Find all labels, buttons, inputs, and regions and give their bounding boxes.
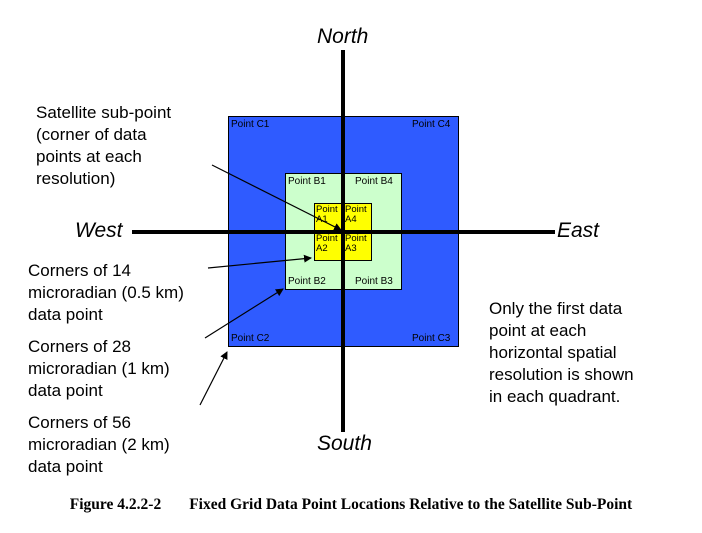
annotation-corners-56-line: microradian (2 km)	[28, 435, 170, 454]
annotation-corners-56-line: data point	[28, 457, 103, 476]
point-a1-line2: A1	[316, 214, 328, 225]
annotation-corners-28: Corners of 28 microradian (1 km) data po…	[28, 336, 170, 402]
annotation-corners-28-line: microradian (1 km)	[28, 359, 170, 378]
annotation-corners-28-line: data point	[28, 381, 103, 400]
annotation-corners-28-line: Corners of 28	[28, 337, 131, 356]
annotation-corners-14-line: data point	[28, 305, 103, 324]
annotation-subpoint: Satellite sub-point (corner of data poin…	[36, 102, 171, 190]
direction-south: South	[317, 432, 372, 455]
label-point-c4: Point C4	[412, 119, 451, 130]
annotation-subpoint-line: points at each	[36, 147, 142, 166]
label-point-b3: Point B3	[355, 276, 393, 287]
label-point-b2: Point B2	[288, 276, 326, 287]
corners-56-arrow	[199, 351, 228, 406]
label-point-c3: Point C3	[412, 333, 451, 344]
point-a1-line1: Point	[316, 204, 338, 215]
annotation-subpoint-line: Satellite sub-point	[36, 103, 172, 122]
annotation-corners-14-line: microradian (0.5 km)	[28, 283, 184, 302]
corners-28-arrow	[204, 288, 284, 339]
point-a2-line2: A2	[316, 243, 328, 254]
annotation-subpoint-line: resolution)	[36, 169, 116, 188]
annotation-only-first-line: point at each	[489, 321, 587, 340]
point-a4-line2: A4	[345, 214, 357, 225]
annotation-only-first-line: resolution is shown	[489, 365, 634, 384]
figure-number: Figure 4.2.2-2	[69, 496, 162, 513]
label-point-c2: Point C2	[231, 333, 270, 344]
figure-title: Fixed Grid Data Point Locations Relative…	[189, 496, 633, 513]
annotation-only-first: Only the first data point at each horizo…	[489, 298, 634, 408]
point-a3-line1: Point	[345, 233, 367, 244]
annotation-corners-56: Corners of 56 microradian (2 km) data po…	[28, 412, 170, 478]
label-point-b4: Point B4	[355, 176, 393, 187]
direction-east: East	[557, 219, 600, 242]
label-point-c1: Point C1	[231, 119, 270, 130]
annotation-corners-56-line: Corners of 56	[28, 413, 131, 432]
direction-west: West	[75, 219, 123, 242]
inner-square-a3: Point A3	[343, 232, 372, 261]
annotation-corners-14: Corners of 14 microradian (0.5 km) data …	[28, 260, 184, 326]
direction-north: North	[317, 25, 369, 48]
label-point-b1: Point B1	[288, 176, 326, 187]
point-a3-line2: A3	[345, 243, 357, 254]
figure-caption: Figure 4.2.2-2 Fixed Grid Data Point Loca…	[0, 496, 702, 514]
subpoint-arrow	[211, 164, 342, 231]
point-a4-line1: Point	[345, 204, 367, 215]
annotation-subpoint-line: (corner of data	[36, 125, 147, 144]
corners-14-arrow	[207, 254, 312, 269]
point-a2-line1: Point	[316, 233, 338, 244]
annotation-only-first-line: horizontal spatial	[489, 343, 617, 362]
annotation-only-first-line: in each quadrant.	[489, 387, 621, 406]
annotation-corners-14-line: Corners of 14	[28, 261, 131, 280]
annotation-only-first-line: Only the first data	[489, 299, 623, 318]
